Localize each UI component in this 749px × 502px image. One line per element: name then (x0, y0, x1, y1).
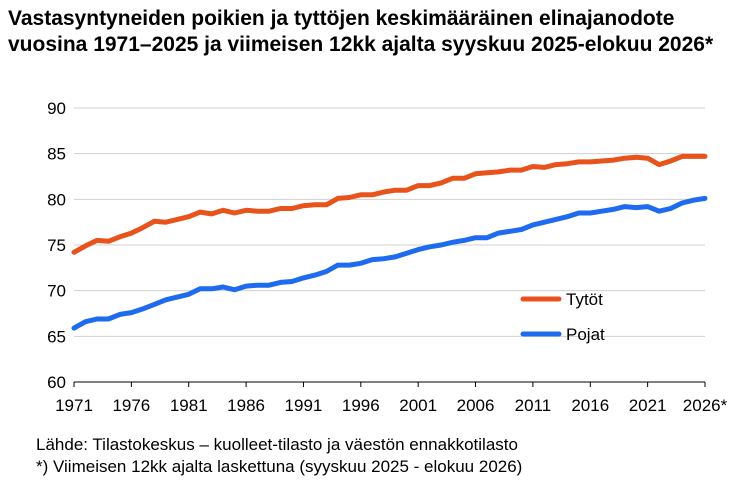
x-tick-label: 1996 (342, 396, 380, 415)
x-tick-label: 1971 (55, 396, 93, 415)
y-tick-label: 80 (47, 190, 66, 209)
source-note: Lähde: Tilastokeskus – kuolleet-tilasto … (36, 435, 518, 454)
line-chart: 60 65 70 75 80 85 90 1971 1976 1981 1986 1991 1996 20… (47, 99, 728, 415)
y-tick-label: 90 (47, 99, 66, 118)
x-tick-label: 1981 (170, 396, 208, 415)
x-tick-label: 2016 (571, 396, 609, 415)
x-tick-label: 1986 (227, 396, 265, 415)
chart-footer: Lähde: Tilastokeskus – kuolleet-tilasto … (36, 434, 522, 478)
x-tick-label: 2006 (457, 396, 495, 415)
series-line-pojat (71, 195, 708, 331)
x-tick-label: 2011 (515, 396, 552, 415)
x-tick-label: 1991 (285, 396, 323, 415)
y-tick-label: 70 (47, 282, 66, 301)
legend-label-pojat: Pojat (566, 325, 605, 344)
chart-title: Vastasyntyneiden poikien ja tyttöjen kes… (8, 7, 714, 56)
series-line-tytöt (71, 153, 708, 255)
x-tick-label: 2021 (629, 396, 667, 415)
y-tick-label: 75 (47, 236, 66, 255)
x-tick-label: 1976 (112, 396, 150, 415)
legend-label-tytöt: Tytöt (566, 290, 603, 309)
y-tick-label: 85 (47, 145, 66, 164)
y-tick-label: 65 (47, 327, 66, 346)
x-tick-label: 2026* (683, 396, 728, 415)
y-tick-label: 60 (47, 373, 66, 392)
x-tick-label: 2001 (399, 396, 437, 415)
footnote: *) Viimeisen 12kk ajalta laskettuna (syy… (36, 457, 523, 476)
